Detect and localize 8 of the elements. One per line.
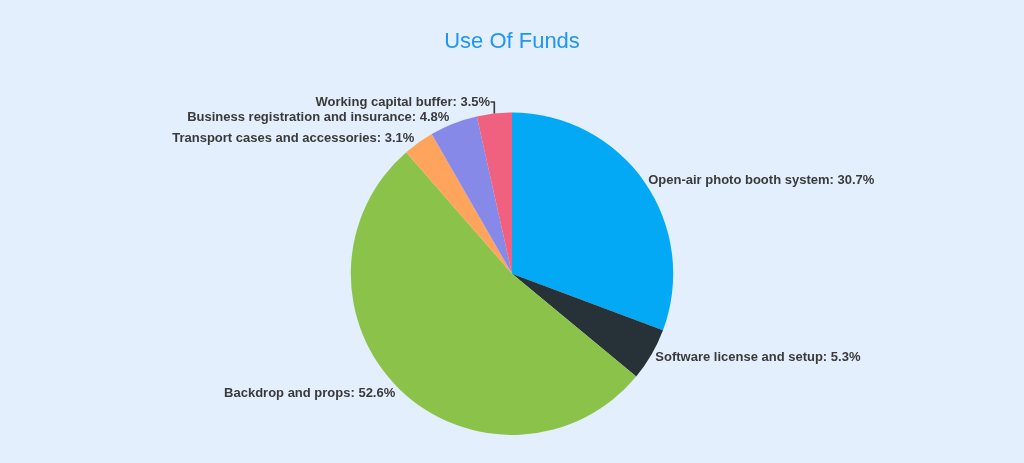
slice-label: Backdrop and props: 52.6% [224, 385, 396, 401]
slice-label: Transport cases and accessories: 3.1% [172, 129, 415, 145]
pie-slice [476, 112, 512, 274]
slice-label: Working capital buffer: 3.5% [315, 94, 491, 110]
slice-label: Software license and setup: 5.3% [655, 348, 861, 364]
chart-title: Use Of Funds [444, 27, 580, 53]
slice-label: Business registration and insurance: 4.8% [187, 109, 450, 125]
slice-label: Open-air photo booth system: 30.7% [648, 171, 875, 187]
